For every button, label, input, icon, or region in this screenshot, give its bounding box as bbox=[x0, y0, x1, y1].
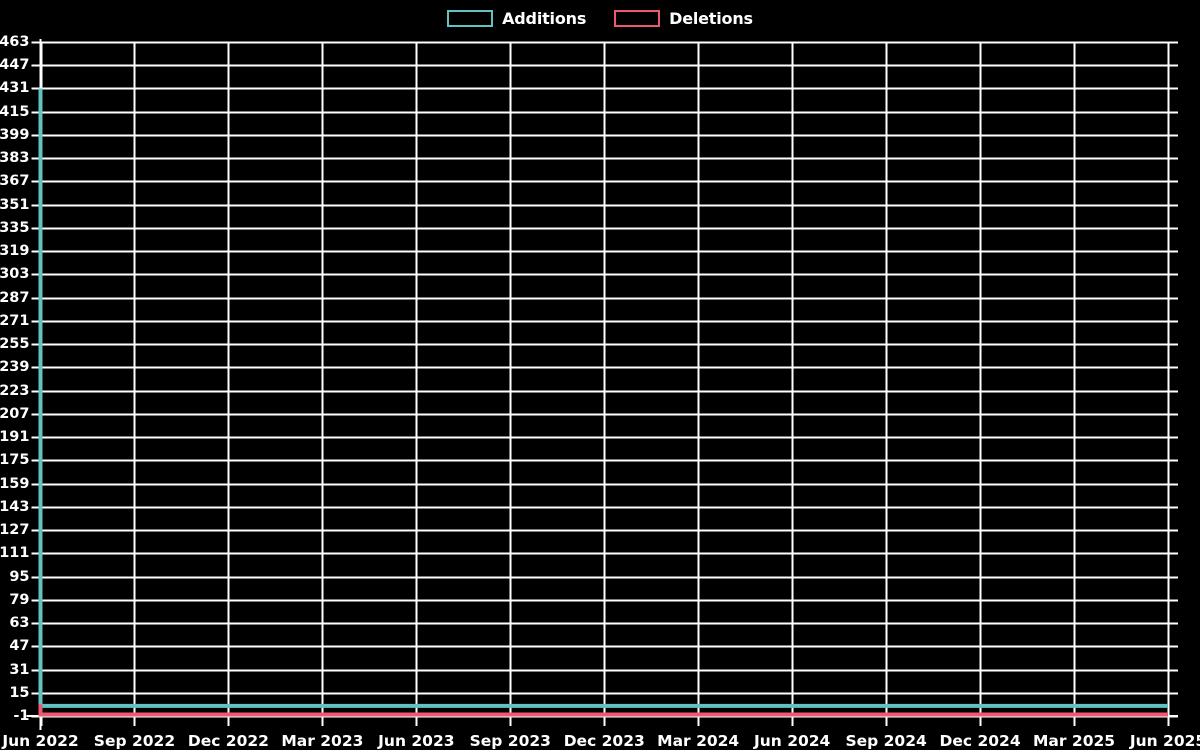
y-tick-label: 463 bbox=[0, 34, 30, 50]
y-tick-label: 335 bbox=[0, 219, 30, 236]
y-tick-label: 367 bbox=[0, 173, 30, 190]
y-tick-label: 383 bbox=[0, 150, 30, 167]
data-series bbox=[38, 88, 1168, 717]
y-tick-label: 111 bbox=[0, 545, 30, 562]
x-tick-label: Sep 2022 bbox=[93, 732, 176, 750]
x-tick-label: Jun 2025 bbox=[1129, 732, 1200, 750]
y-tick-label: 31 bbox=[9, 661, 30, 678]
x-tick-label: Jun 2024 bbox=[753, 732, 831, 750]
legend-item-deletions[interactable]: Deletions bbox=[614, 9, 753, 28]
legend-item-additions[interactable]: Additions bbox=[447, 9, 586, 28]
y-tick-label: -1 bbox=[13, 708, 30, 724]
y-tick-label: 191 bbox=[0, 429, 30, 446]
y-tick-label: 431 bbox=[0, 80, 30, 97]
y-tick-label: 255 bbox=[0, 336, 30, 353]
x-tick-label: Mar 2023 bbox=[281, 732, 364, 750]
x-tick-label: Dec 2024 bbox=[939, 732, 1021, 750]
y-tick-label: 399 bbox=[0, 126, 30, 143]
series-line-additions bbox=[38, 88, 1168, 715]
legend-label-additions: Additions bbox=[502, 8, 587, 28]
y-tick-label: 271 bbox=[0, 312, 30, 329]
y-tick-label: 303 bbox=[0, 266, 30, 283]
legend-swatch-deletions-icon bbox=[614, 9, 661, 27]
y-tick-label: 207 bbox=[0, 405, 30, 422]
y-tick-label: 351 bbox=[0, 196, 30, 213]
y-tick-label: 175 bbox=[0, 452, 30, 469]
y-tick-label: 223 bbox=[0, 382, 30, 399]
y-tick-label: 95 bbox=[9, 568, 30, 585]
x-tick-label: Mar 2024 bbox=[657, 732, 740, 750]
axis-ticks bbox=[31, 41, 1170, 726]
x-tick-label: Sep 2023 bbox=[469, 732, 551, 750]
axis-lines bbox=[26, 39, 1178, 730]
y-tick-label: 287 bbox=[0, 289, 30, 306]
y-tick-label: 159 bbox=[0, 475, 30, 492]
y-tick-label: 239 bbox=[0, 359, 30, 376]
y-tick-label: 319 bbox=[0, 243, 30, 260]
y-tick-label: 127 bbox=[0, 522, 30, 539]
gridlines bbox=[40, 41, 1178, 718]
x-tick-label: Sep 2024 bbox=[845, 732, 927, 750]
plot-canvas bbox=[26, 39, 1178, 730]
y-tick-label: 143 bbox=[0, 498, 30, 515]
x-tick-label: Jun 2023 bbox=[378, 732, 455, 750]
chart-legend: Additions Deletions bbox=[0, 0, 1200, 36]
y-tick-label: 447 bbox=[0, 57, 30, 74]
legend-swatch-additions-icon bbox=[447, 9, 494, 27]
y-tick-label: 415 bbox=[0, 103, 30, 120]
y-tick-label: 79 bbox=[9, 591, 30, 608]
x-tick-label: Mar 2025 bbox=[1032, 732, 1116, 750]
series-line-deletions bbox=[38, 704, 1168, 717]
x-tick-label: Dec 2023 bbox=[563, 732, 645, 750]
x-tick-label: Dec 2022 bbox=[187, 732, 269, 750]
plot-area: 463 447 431 415 399 383 367 351 335 319 303 287 271 2… bbox=[0, 34, 1200, 750]
y-tick-label: 47 bbox=[9, 638, 30, 655]
legend-label-deletions: Deletions bbox=[669, 8, 753, 28]
y-tick-label: 63 bbox=[9, 615, 30, 632]
y-tick-label: 15 bbox=[9, 684, 30, 701]
x-tick-label: Jun 2022 bbox=[2, 732, 79, 750]
